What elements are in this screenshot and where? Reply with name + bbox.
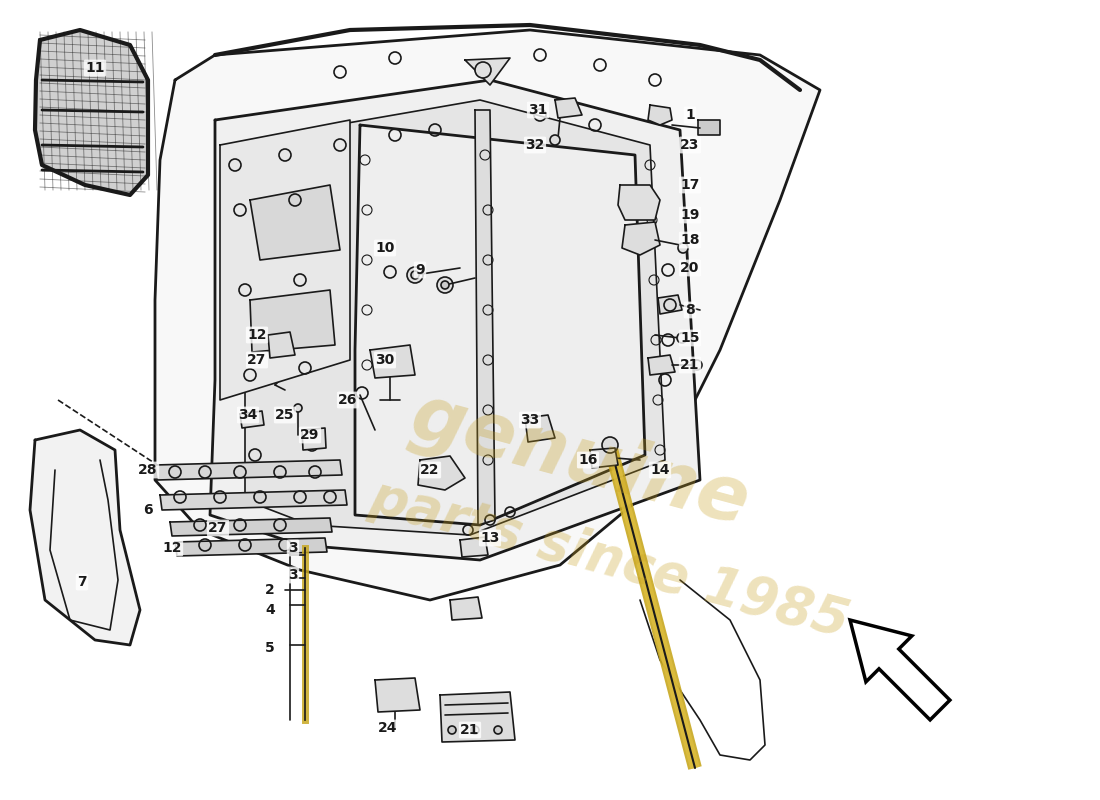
Polygon shape	[370, 345, 415, 378]
Circle shape	[602, 437, 618, 453]
Text: 2: 2	[265, 583, 275, 597]
Text: 33: 33	[520, 413, 540, 427]
Text: 27: 27	[208, 521, 228, 535]
Text: 3: 3	[288, 568, 298, 582]
Polygon shape	[475, 110, 495, 525]
Circle shape	[294, 404, 302, 412]
Polygon shape	[375, 678, 420, 712]
Polygon shape	[30, 430, 140, 645]
Text: genuine: genuine	[403, 379, 758, 541]
Polygon shape	[250, 185, 340, 260]
Text: 8: 8	[685, 303, 695, 317]
Polygon shape	[355, 125, 645, 525]
Text: 12: 12	[163, 541, 182, 555]
Text: 22: 22	[420, 463, 440, 477]
Circle shape	[678, 243, 688, 253]
Polygon shape	[155, 30, 820, 600]
FancyArrow shape	[850, 620, 950, 720]
Polygon shape	[170, 518, 332, 536]
Polygon shape	[268, 332, 295, 358]
Text: 11: 11	[86, 61, 104, 75]
Polygon shape	[465, 58, 510, 85]
Text: 10: 10	[375, 241, 395, 255]
Text: 18: 18	[680, 233, 700, 247]
Polygon shape	[240, 411, 264, 428]
Polygon shape	[525, 415, 556, 442]
Text: 14: 14	[650, 463, 670, 477]
Polygon shape	[35, 30, 148, 195]
Text: 19: 19	[680, 208, 700, 222]
Text: 30: 30	[375, 353, 395, 367]
Text: 16: 16	[579, 453, 597, 467]
Polygon shape	[460, 537, 488, 557]
Text: 15: 15	[680, 331, 700, 345]
Polygon shape	[210, 80, 700, 560]
Text: 5: 5	[265, 641, 275, 655]
Text: 6: 6	[143, 503, 153, 517]
Circle shape	[692, 360, 702, 370]
Polygon shape	[440, 692, 515, 742]
Text: 25: 25	[275, 408, 295, 422]
Polygon shape	[250, 290, 336, 352]
Circle shape	[550, 135, 560, 145]
Circle shape	[676, 333, 688, 343]
Text: 31: 31	[528, 103, 548, 117]
Text: 27: 27	[248, 353, 266, 367]
Polygon shape	[450, 597, 482, 620]
Polygon shape	[621, 222, 660, 255]
Circle shape	[448, 726, 456, 734]
Polygon shape	[698, 120, 720, 135]
Text: 24: 24	[378, 721, 398, 735]
Text: 29: 29	[300, 428, 320, 442]
Circle shape	[475, 62, 491, 78]
Polygon shape	[220, 120, 350, 400]
Polygon shape	[658, 295, 682, 314]
Text: 20: 20	[680, 261, 700, 275]
Text: 21: 21	[680, 358, 700, 372]
Text: 17: 17	[680, 178, 700, 192]
Text: 23: 23	[680, 138, 700, 152]
Text: 32: 32	[526, 138, 544, 152]
Circle shape	[441, 281, 449, 289]
Text: 26: 26	[339, 393, 358, 407]
Text: 21: 21	[460, 723, 480, 737]
Text: 34: 34	[239, 408, 257, 422]
Circle shape	[494, 726, 502, 734]
Text: 7: 7	[77, 575, 87, 589]
Circle shape	[437, 277, 453, 293]
Polygon shape	[618, 185, 660, 220]
Text: 28: 28	[139, 463, 157, 477]
Text: parts since 1985: parts since 1985	[365, 471, 855, 649]
Text: 9: 9	[415, 263, 425, 277]
Text: 1: 1	[685, 108, 695, 122]
Polygon shape	[155, 460, 342, 480]
Text: 13: 13	[481, 531, 499, 545]
Polygon shape	[648, 105, 672, 125]
Text: 12: 12	[248, 328, 266, 342]
Text: 3: 3	[288, 541, 298, 555]
Polygon shape	[302, 428, 326, 450]
Polygon shape	[590, 448, 618, 468]
Text: 4: 4	[265, 603, 275, 617]
Circle shape	[471, 726, 478, 734]
Circle shape	[411, 271, 419, 279]
Polygon shape	[648, 355, 675, 375]
Polygon shape	[556, 98, 582, 118]
Circle shape	[407, 267, 424, 283]
Polygon shape	[245, 100, 666, 535]
Polygon shape	[160, 490, 346, 510]
Polygon shape	[418, 456, 465, 490]
Polygon shape	[175, 538, 327, 556]
